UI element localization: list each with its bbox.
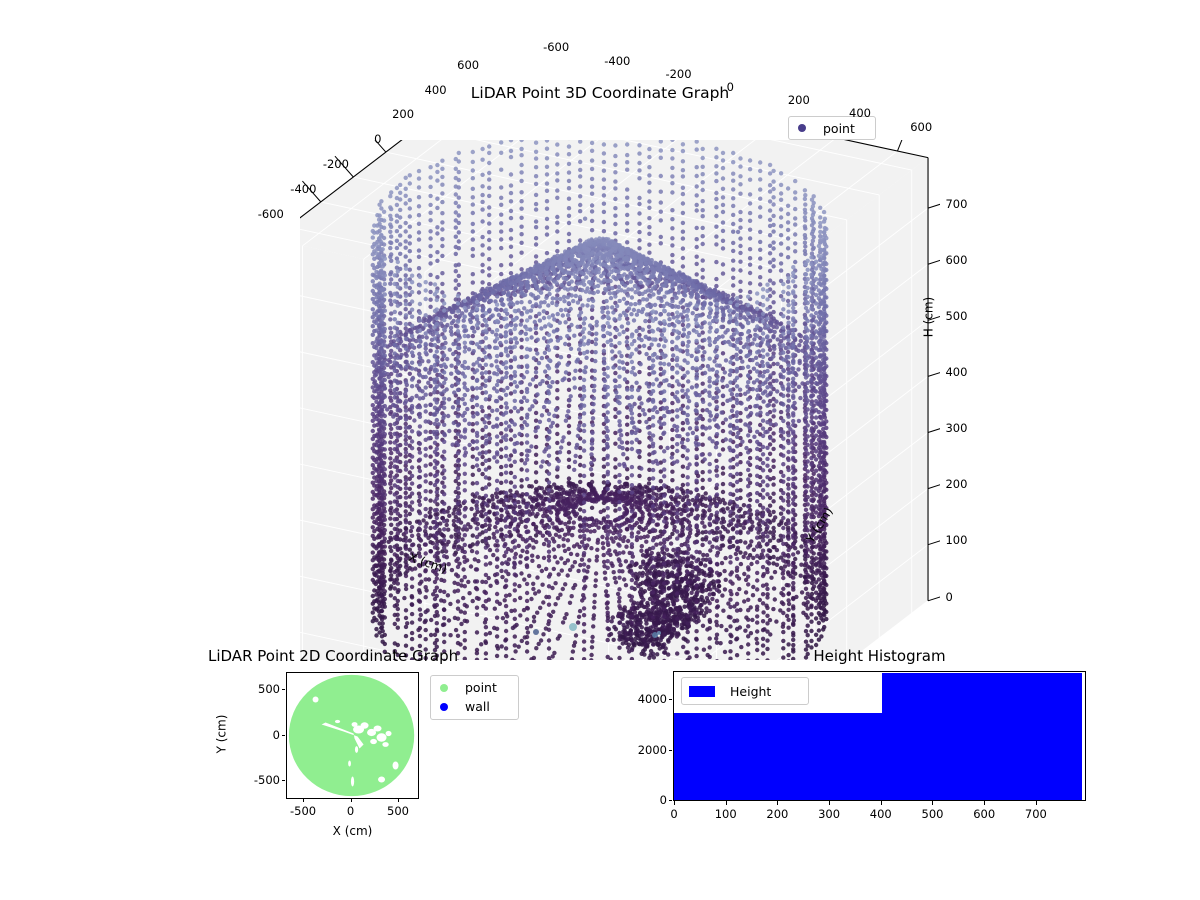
y-tick-label: 600 [910,119,933,134]
x-tick-label: 300 [818,807,841,821]
x-tick-label: -600 [257,206,284,221]
z-tick-label: 500 [945,309,968,324]
x-tick-label: 0 [346,804,355,818]
plot3d-legend: point [788,116,876,140]
histogram-legend: Height [681,677,809,705]
outlier-point [532,628,540,636]
x-tick-label: 700 [1024,807,1047,821]
plot2d-axes [286,672,419,799]
y-tick-label: -200 [665,66,692,81]
z-tick-label: 200 [945,477,968,492]
y-tick-mark [668,749,672,751]
y-axis-label: Y (cm) [214,714,229,753]
x-tick-mark [1035,801,1037,805]
y-tick-label: 2000 [637,742,667,757]
x-tick-label: 500 [921,807,944,821]
legend-label: point [823,120,855,136]
y-tick-label: 0 [272,727,280,742]
z-tick-label: 100 [945,533,968,548]
x-tick-mark [829,801,831,805]
x-tick-label: 100 [714,807,737,821]
x-tick-label: 200 [766,807,789,821]
outlier-point [652,632,658,638]
y-tick-mark [281,688,285,690]
outlier-point [569,623,577,631]
x-tick-label: 600 [973,807,996,821]
y-tick-label: 4000 [637,692,667,707]
x-tick-mark [725,801,727,805]
x-tick-label: 400 [869,807,892,821]
z-tick-label: 600 [945,252,968,267]
y-tick-mark [668,800,672,801]
point-marker-icon [431,683,457,692]
legend-label: point [465,680,497,695]
histogram-bar [882,673,1083,800]
x-tick-mark [777,801,779,805]
y-tick-label: -400 [604,53,631,68]
legend-entry-wall: wall [431,697,518,716]
y-tick-label: 0 [659,793,667,807]
wall-marker-icon [431,702,457,711]
y-tick-label: 500 [258,681,280,696]
outlier-point [656,630,662,636]
x-tick-mark [674,801,675,805]
y-tick-mark [281,780,285,782]
legend-entry-height: Height [682,678,808,704]
y-tick-label: -600 [543,40,570,55]
z-tick-label: 0 [945,589,953,604]
plot2d-legend: point wall [430,675,519,720]
x-tick-mark [880,801,882,805]
y-tick-mark [668,699,672,701]
x-tick-label: 500 [387,804,409,818]
plot2d-canvas [288,674,415,797]
histogram-bar [674,713,883,800]
z-tick-label: 700 [945,196,968,211]
x-tick-label: 200 [392,107,415,122]
plot3d-canvas [300,140,940,660]
x-tick-mark [984,801,986,805]
plot2d-title: LiDAR Point 2D Coordinate Graph [208,647,459,665]
legend-label: wall [465,699,490,714]
x-tick-label: -500 [290,804,317,818]
point-marker-icon [789,124,815,132]
x-axis-label: X (cm) [332,824,373,838]
height-patch-icon [682,685,722,697]
plot3d-axes [300,140,940,660]
legend-label: Height [730,683,772,699]
z-tick-label: 400 [945,365,968,380]
legend-entry-point: point [789,117,875,139]
y-tick-mark [281,734,285,736]
x-tick-label: 600 [457,57,480,72]
y-tick-label: -500 [253,773,280,788]
x-tick-label: 0 [670,807,678,821]
z-tick-label: 300 [945,421,968,436]
histogram-title: Height Histogram [813,647,946,665]
legend-entry-point: point [431,678,518,697]
x-tick-mark [932,801,934,805]
plot3d-title: LiDAR Point 3D Coordinate Graph [470,84,730,102]
